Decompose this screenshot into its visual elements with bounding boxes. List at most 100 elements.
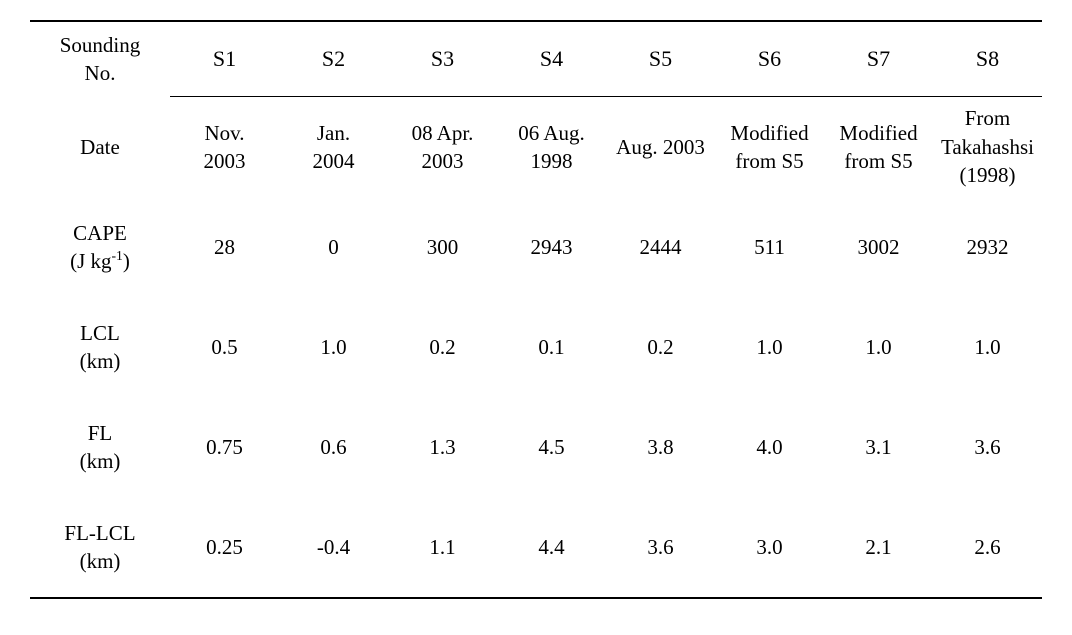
cell-line: 2004	[313, 147, 355, 175]
table-cell: 511	[715, 197, 824, 297]
cell-line: 1.1	[429, 533, 455, 561]
table-cell: 0	[279, 197, 388, 297]
table-cell: Modifiedfrom S5	[715, 97, 824, 198]
cell-line: (1998)	[960, 161, 1016, 189]
table-cell: 3.6	[606, 497, 715, 598]
table-cell: 2932	[933, 197, 1042, 297]
table-cell: 0.2	[388, 297, 497, 397]
col-header-text: S6	[758, 46, 781, 71]
row-label-line: Date	[80, 133, 120, 161]
table-body: DateNov.2003Jan.200408 Apr.200306 Aug.19…	[30, 97, 1042, 599]
cell-line: 1.0	[865, 333, 891, 361]
cell-line: 4.5	[538, 433, 564, 461]
cell-line: 0.2	[647, 333, 673, 361]
table-cell: 2444	[606, 197, 715, 297]
cell-line: 0.25	[206, 533, 243, 561]
cell-line: 1.3	[429, 433, 455, 461]
cell-line: 06 Aug.	[518, 119, 585, 147]
table-cell: 2943	[497, 197, 606, 297]
row-label-line: (km)	[80, 547, 121, 575]
table-cell: 1.3	[388, 397, 497, 497]
table-cell: 06 Aug.1998	[497, 97, 606, 198]
table-cell: 3.1	[824, 397, 933, 497]
table-cell: 4.5	[497, 397, 606, 497]
cell-line: 2444	[640, 233, 682, 261]
table-cell: 3002	[824, 197, 933, 297]
table-cell: 4.4	[497, 497, 606, 598]
table-cell: -0.4	[279, 497, 388, 598]
col-header: S8	[933, 21, 1042, 97]
table-row: DateNov.2003Jan.200408 Apr.200306 Aug.19…	[30, 97, 1042, 198]
table-cell: 0.5	[170, 297, 279, 397]
table-cell: 0.75	[170, 397, 279, 497]
cell-line: Modified	[730, 119, 808, 147]
cell-line: 1998	[531, 147, 573, 175]
cell-line: 0.5	[211, 333, 237, 361]
cell-line: 0.6	[320, 433, 346, 461]
col-header: S4	[497, 21, 606, 97]
col-header-text: S7	[867, 46, 890, 71]
col-header-text: S1	[213, 46, 236, 71]
table-cell: 3.6	[933, 397, 1042, 497]
col-header: S7	[824, 21, 933, 97]
table-row: LCL(km) 0.5 1.0 0.2 0.1 0.2 1.0 1.0 1.0	[30, 297, 1042, 397]
cell-line: 28	[214, 233, 235, 261]
table-cell: 0.25	[170, 497, 279, 598]
cell-line: 1.0	[320, 333, 346, 361]
table-cell: Jan.2004	[279, 97, 388, 198]
col-header: S2	[279, 21, 388, 97]
table-row: CAPE(J kg-1) 28 0 300 2943 2444 511 3002 2932	[30, 197, 1042, 297]
cell-line: Jan.	[317, 119, 350, 147]
table-cell: 3.8	[606, 397, 715, 497]
cell-line: 3.6	[647, 533, 673, 561]
cell-line: Takahashsi	[941, 133, 1034, 161]
cell-line: 1.0	[756, 333, 782, 361]
table-cell: 300	[388, 197, 497, 297]
cell-line: 0.75	[206, 433, 243, 461]
table-cell: 2.6	[933, 497, 1042, 598]
table-cell: 1.1	[388, 497, 497, 598]
table-cell: 2.1	[824, 497, 933, 598]
col-header: S3	[388, 21, 497, 97]
cell-line: 0.1	[538, 333, 564, 361]
table-row: FL(km)0.750.61.34.53.84.03.13.6	[30, 397, 1042, 497]
col-header-text: S2	[322, 46, 345, 71]
cell-line: 3.6	[974, 433, 1000, 461]
table-cell: Nov.2003	[170, 97, 279, 198]
cell-line: 3.8	[647, 433, 673, 461]
row-label-line: (km)	[80, 347, 121, 375]
table-cell: 1.0	[933, 297, 1042, 397]
header-label: Sounding No.	[30, 21, 170, 97]
cell-line: 0	[328, 233, 339, 261]
table-cell: Modifiedfrom S5	[824, 97, 933, 198]
header-label-line2: No.	[85, 59, 116, 87]
cell-line: from S5	[844, 147, 912, 175]
row-label-line: CAPE	[73, 219, 127, 247]
cell-line: from S5	[735, 147, 803, 175]
cell-line: 511	[754, 233, 785, 261]
header-row: Sounding No. S1 S2 S3 S4 S5 S6 S7 S8	[30, 21, 1042, 97]
col-header-text: S8	[976, 46, 999, 71]
table-cell: 08 Apr.2003	[388, 97, 497, 198]
cell-line: 4.4	[538, 533, 564, 561]
table-cell: 28	[170, 197, 279, 297]
table-cell: 4.0	[715, 397, 824, 497]
row-label: CAPE(J kg-1)	[30, 197, 170, 297]
table-cell: 0.6	[279, 397, 388, 497]
cell-line: 1.0	[974, 333, 1000, 361]
table-cell: Aug. 2003	[606, 97, 715, 198]
cell-line: From	[965, 104, 1011, 132]
cell-line: 300	[427, 233, 459, 261]
row-label-line: FL-LCL	[64, 519, 135, 547]
cell-line: 3002	[858, 233, 900, 261]
col-header: S6	[715, 21, 824, 97]
table-cell: 1.0	[824, 297, 933, 397]
table-cell: 1.0	[279, 297, 388, 397]
cell-line: 3.0	[756, 533, 782, 561]
col-header: S1	[170, 21, 279, 97]
row-label: Date	[30, 97, 170, 198]
row-label-line: (km)	[80, 447, 121, 475]
cell-line: Aug. 2003	[616, 133, 705, 161]
row-label-line: LCL	[80, 319, 120, 347]
row-label: FL-LCL(km)	[30, 497, 170, 598]
